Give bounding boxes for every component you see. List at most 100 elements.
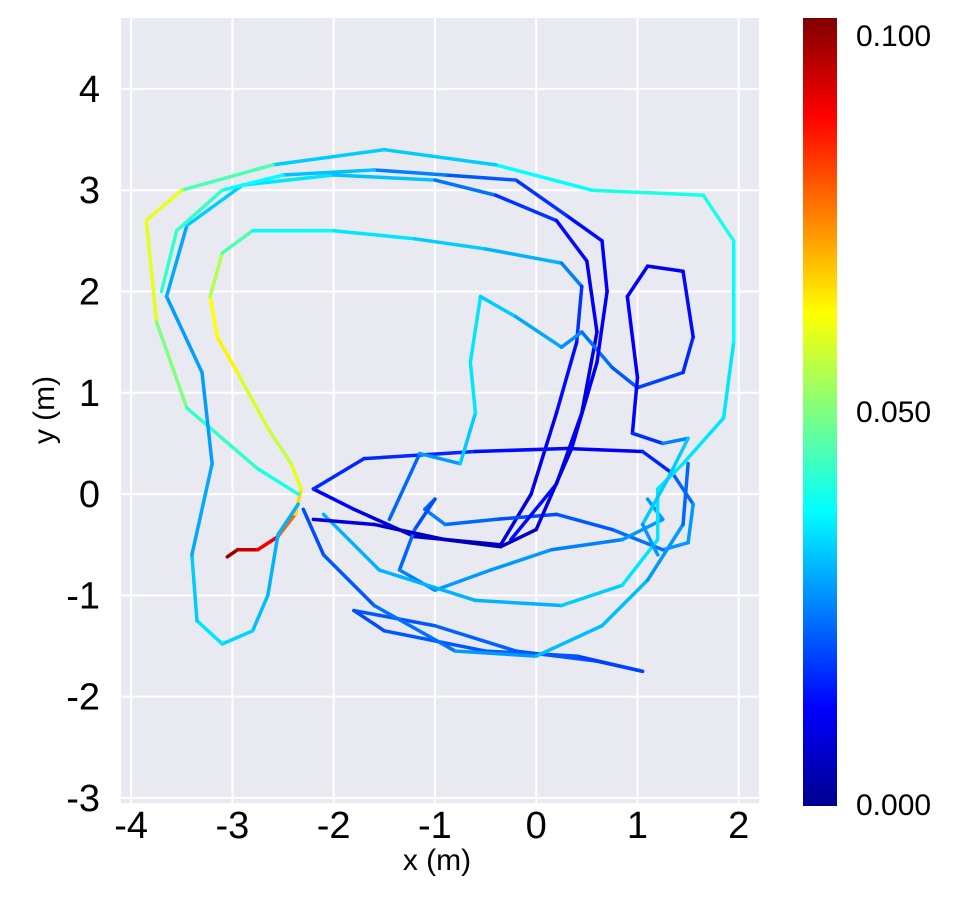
trajectory-line-piece bbox=[311, 517, 376, 527]
trajectory-line-piece bbox=[585, 259, 599, 334]
trajectory-line-piece bbox=[220, 173, 285, 192]
trajectory-line-piece bbox=[417, 451, 463, 466]
trajectory-line-piece bbox=[453, 649, 538, 658]
trajectory-line-piece bbox=[271, 147, 387, 167]
trajectory-line-piece bbox=[266, 532, 280, 598]
trajectory-line-piece bbox=[645, 497, 665, 522]
trajectory-line-piece bbox=[159, 228, 179, 294]
trajectory-line-piece bbox=[635, 370, 685, 390]
trajectory-line-piece bbox=[620, 537, 660, 587]
x-axis-label: x (m) bbox=[403, 844, 471, 877]
trajectory-line-piece bbox=[661, 436, 690, 446]
trajectory-line-piece bbox=[208, 294, 219, 339]
trajectory-line-piece bbox=[144, 188, 184, 223]
trajectory-line-piece bbox=[266, 426, 293, 466]
trajectory-line-piece bbox=[671, 472, 695, 506]
trajectory-line-piece bbox=[681, 335, 695, 375]
y-tick-label: 2 bbox=[79, 271, 100, 313]
trajectory-line-piece bbox=[625, 264, 650, 299]
trajectory-line-piece bbox=[154, 320, 189, 410]
x-tick-label: -2 bbox=[317, 805, 351, 847]
y-tick-labels: -3 -2 -1 0 1 2 3 4 bbox=[66, 69, 100, 820]
trajectory-line-piece bbox=[559, 330, 584, 349]
y-tick-label: 0 bbox=[79, 474, 100, 516]
trajectory-line-piece bbox=[240, 173, 336, 187]
trajectory-line-piece bbox=[301, 507, 326, 557]
trajectory-line-piece bbox=[433, 623, 518, 653]
trajectory-line-piece bbox=[493, 512, 559, 522]
trajectory-line-piece bbox=[190, 553, 199, 623]
trajectory-line-piece bbox=[412, 237, 488, 251]
trajectory-line-piece bbox=[208, 251, 225, 299]
trajectory-line-piece bbox=[195, 618, 225, 646]
y-tick-label: -2 bbox=[66, 677, 100, 719]
trajectory-line-piece bbox=[514, 178, 569, 218]
trajectory-line-piece bbox=[681, 269, 695, 339]
trajectory-line-piece bbox=[574, 654, 645, 674]
trajectory-line-piece bbox=[514, 315, 564, 349]
trajectory-line-piece bbox=[686, 502, 695, 545]
trajectory-line-piece bbox=[600, 578, 650, 628]
x-tick-label: -3 bbox=[215, 805, 249, 847]
trajectory-line-piece bbox=[164, 223, 189, 299]
y-axis-label: y (m) bbox=[28, 376, 61, 444]
plot-area bbox=[121, 18, 759, 803]
trajectory-segment bbox=[387, 264, 695, 557]
colorbar-tick-label: 0.050 bbox=[856, 396, 931, 429]
trajectory-line-piece bbox=[630, 375, 640, 436]
trajectory-line-piece bbox=[645, 264, 685, 273]
trajectory-line-piece bbox=[534, 623, 604, 658]
trajectory-line-piece bbox=[595, 289, 609, 365]
trajectory-line-piece bbox=[321, 512, 381, 572]
trajectory-line-piece bbox=[574, 284, 584, 344]
trajectory-segment bbox=[159, 168, 609, 549]
trajectory-line-piece bbox=[681, 461, 690, 527]
trajectory-line-piece bbox=[321, 553, 376, 608]
trajectory-line-piece bbox=[701, 193, 736, 243]
trajectory-line-piece bbox=[468, 360, 478, 415]
trajectory-line-piece bbox=[433, 568, 493, 593]
trajectory-segment bbox=[208, 228, 584, 559]
trajectory-line-piece bbox=[372, 168, 447, 177]
x-tick-label: 2 bbox=[728, 805, 749, 847]
trajectory-line-piece bbox=[564, 446, 645, 454]
trajectory-line-piece bbox=[352, 608, 387, 633]
trajectory-line-piece bbox=[559, 583, 625, 608]
trajectory-segment bbox=[144, 147, 736, 608]
trajectory-line-piece bbox=[180, 163, 275, 192]
trajectory-line-piece bbox=[721, 340, 736, 420]
trajectory-line-piece bbox=[331, 173, 437, 182]
trajectory-line-piece bbox=[281, 168, 376, 177]
trajectory-line-piece bbox=[645, 522, 685, 582]
x-tick-label: 0 bbox=[526, 805, 547, 847]
trajectory-line-piece bbox=[600, 239, 609, 294]
trajectory-line-piece bbox=[590, 188, 706, 198]
trajectory-line-piece bbox=[144, 218, 159, 324]
trajectory-line-piece bbox=[559, 261, 584, 289]
trajectory-line-piece bbox=[640, 449, 675, 476]
trajectory-line-piece bbox=[225, 548, 240, 559]
trajectory-line-piece bbox=[478, 294, 518, 319]
x-tick-labels: -4 -3 -2 -1 0 1 2 bbox=[114, 805, 749, 847]
trajectory-line-piece bbox=[666, 436, 690, 481]
trajectory-line-piece bbox=[331, 228, 417, 241]
trajectory-line-piece bbox=[255, 534, 280, 552]
x-tick-label: -1 bbox=[418, 805, 452, 847]
y-tick-label: -1 bbox=[66, 575, 100, 617]
trajectory-line-piece bbox=[433, 178, 498, 198]
trajectory-line-piece bbox=[200, 370, 214, 466]
trajectory-line-piece bbox=[382, 147, 498, 167]
trajectory-line-piece bbox=[554, 218, 589, 263]
trajectory-line-piece bbox=[569, 360, 599, 451]
trajectory-line-piece bbox=[473, 598, 564, 608]
trajectory-line-piece bbox=[311, 487, 356, 512]
trajectory-line-piece bbox=[549, 537, 625, 552]
trajectory-line-piece bbox=[554, 340, 579, 415]
trajectory-line-piece bbox=[554, 512, 614, 532]
trajectory-line-piece bbox=[640, 522, 660, 557]
trajectory-line-piece bbox=[220, 629, 255, 646]
trajectory-line-piece bbox=[276, 502, 300, 537]
trajectory-line-piece bbox=[190, 461, 214, 557]
trajectory-line-piece bbox=[509, 482, 559, 542]
